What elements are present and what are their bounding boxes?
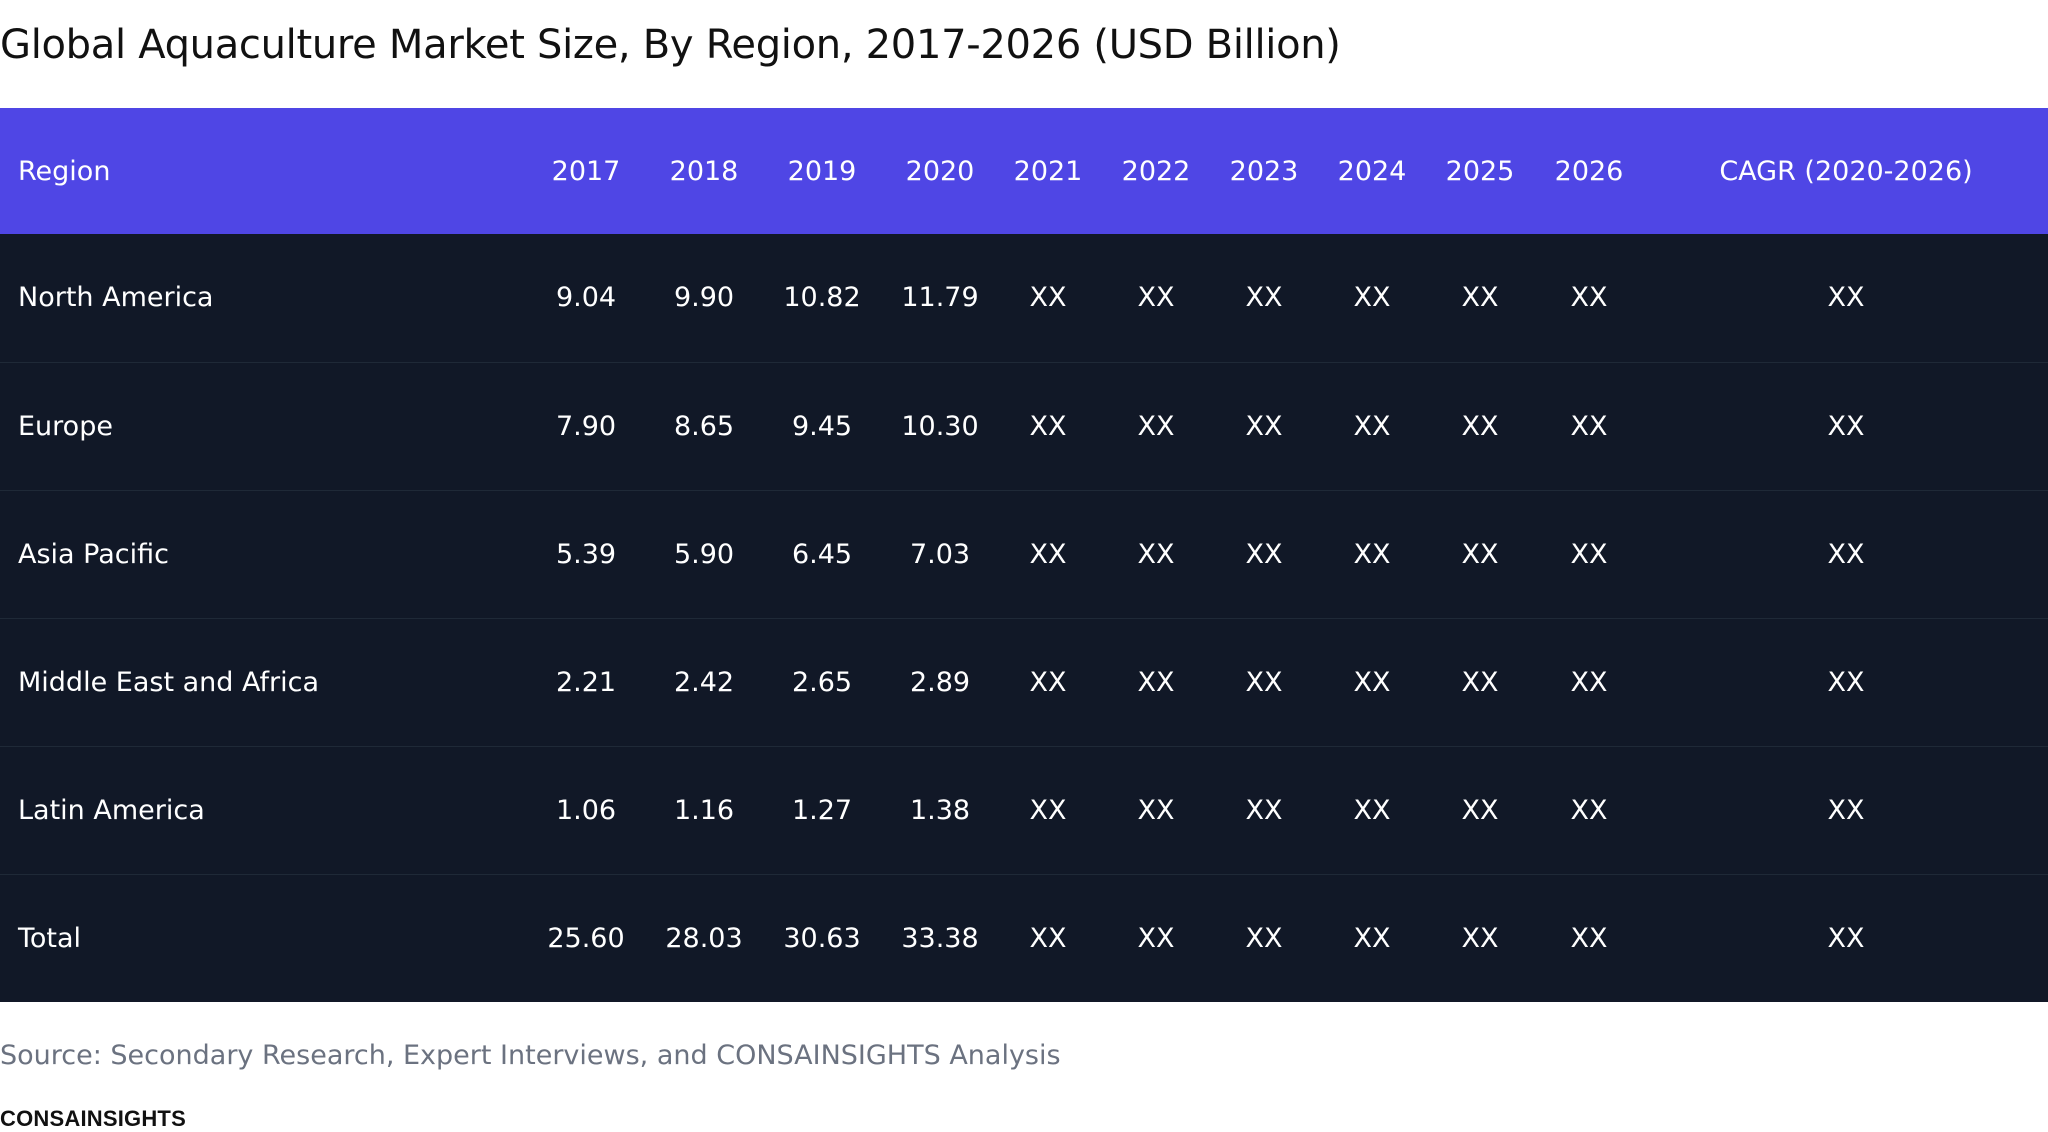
value-cell: 9.90 [673, 282, 735, 314]
value-cell: XX [1353, 538, 1391, 570]
value-cell: XX [1137, 666, 1175, 698]
value-cell: XX [1827, 666, 1865, 698]
value-cell: XX [1029, 922, 1067, 954]
region-label-cell: North America [18, 282, 214, 314]
value-cell: 28.03 [665, 922, 743, 954]
value-cell: XX [1827, 410, 1865, 442]
value-cell: XX [1461, 538, 1499, 570]
value-cell: XX [1137, 410, 1175, 442]
value-cell: XX [1353, 282, 1391, 314]
region-label-cell: Middle East and Africa [18, 666, 319, 698]
value-cell: XX [1570, 410, 1608, 442]
value-cell: XX [1827, 538, 1865, 570]
column-header: 2026 [1554, 155, 1624, 187]
value-cell: 1.16 [673, 794, 735, 826]
value-cell: 1.38 [909, 794, 971, 826]
column-header: 2018 [669, 155, 739, 187]
column-header: 2025 [1445, 155, 1515, 187]
value-cell: 11.79 [901, 282, 979, 314]
value-cell: XX [1029, 410, 1067, 442]
market-size-table-container: Region 2017 2018 2019 2020 2021 2022 2023 2024 20… [0, 108, 2048, 1002]
value-cell: 2.42 [673, 666, 735, 698]
source-note: Source: Secondary Research, Expert Inter… [0, 1040, 1061, 1071]
column-header: CAGR (2020-2026) [1719, 155, 1973, 187]
column-header: 2019 [787, 155, 857, 187]
column-header: 2022 [1121, 155, 1191, 187]
value-cell: XX [1461, 666, 1499, 698]
value-cell: 9.45 [791, 410, 853, 442]
value-cell: 8.65 [673, 410, 735, 442]
value-cell: XX [1245, 538, 1283, 570]
value-cell: XX [1353, 794, 1391, 826]
region-label-cell: Asia Pacific [18, 538, 169, 570]
value-cell: XX [1245, 410, 1283, 442]
column-header: 2020 [905, 155, 975, 187]
value-cell: XX [1461, 410, 1499, 442]
table-row: North America 9.04 9.90 10.82 11.79 XX XX XX XX X… [0, 234, 2048, 362]
value-cell: XX [1245, 666, 1283, 698]
region-label-cell: Europe [18, 410, 113, 442]
value-cell: XX [1570, 666, 1608, 698]
value-cell: 10.30 [901, 410, 979, 442]
value-cell: XX [1461, 922, 1499, 954]
value-cell: 10.82 [783, 282, 861, 314]
column-header: 2017 [551, 155, 621, 187]
value-cell: 1.27 [791, 794, 853, 826]
value-cell: 7.03 [909, 538, 971, 570]
value-cell: 9.04 [555, 282, 617, 314]
value-cell: XX [1570, 922, 1608, 954]
value-cell: XX [1245, 922, 1283, 954]
value-cell: XX [1461, 794, 1499, 826]
value-cell: 6.45 [791, 538, 853, 570]
column-header: 2023 [1229, 155, 1299, 187]
value-cell: 33.38 [901, 922, 979, 954]
value-cell: 7.90 [555, 410, 617, 442]
value-cell: XX [1570, 538, 1608, 570]
value-cell: XX [1137, 794, 1175, 826]
column-header-region: Region [18, 155, 111, 187]
table-row: Europe 7.90 8.65 9.45 10.30 XX XX XX XX XX XX XX [0, 362, 2048, 490]
region-label-cell: Latin America [18, 794, 205, 826]
value-cell: XX [1029, 794, 1067, 826]
value-cell: XX [1353, 410, 1391, 442]
value-cell: XX [1827, 282, 1865, 314]
value-cell: XX [1827, 922, 1865, 954]
value-cell: 5.90 [673, 538, 735, 570]
table-body: North America 9.04 9.90 10.82 11.79 XX XX XX XX X… [0, 234, 2048, 1002]
value-cell: XX [1353, 666, 1391, 698]
value-cell: XX [1570, 794, 1608, 826]
value-cell: 2.21 [555, 666, 617, 698]
table-row: Latin America 1.06 1.16 1.27 1.38 XX XX XX XX XX X… [0, 746, 2048, 874]
value-cell: XX [1461, 282, 1499, 314]
table-row: Middle East and Africa 2.21 2.42 2.65 2.89 XX… [0, 618, 2048, 746]
value-cell: XX [1029, 538, 1067, 570]
table-header-row: Region 2017 2018 2019 2020 2021 2022 2023 2024 20… [0, 108, 2048, 234]
brand-logo-text: CONSAINSIGHTS [0, 1106, 186, 1131]
table-row: Total 25.60 28.03 30.63 33.38 XX XX XX XX XX XX XX [0, 874, 2048, 1002]
value-cell: 30.63 [783, 922, 861, 954]
value-cell: XX [1137, 282, 1175, 314]
column-header: 2024 [1337, 155, 1407, 187]
value-cell: XX [1137, 922, 1175, 954]
value-cell: XX [1137, 538, 1175, 570]
value-cell: XX [1245, 794, 1283, 826]
value-cell: 2.65 [791, 666, 853, 698]
value-cell: 5.39 [555, 538, 617, 570]
value-cell: XX [1353, 922, 1391, 954]
chart-title: Global Aquaculture Market Size, By Regio… [0, 22, 1341, 68]
value-cell: XX [1827, 794, 1865, 826]
table-row: Asia Pacific 5.39 5.90 6.45 7.03 XX XX XX XX XX XX… [0, 490, 2048, 618]
value-cell: XX [1029, 666, 1067, 698]
value-cell: XX [1570, 282, 1608, 314]
value-cell: 1.06 [555, 794, 617, 826]
market-size-table: Region 2017 2018 2019 2020 2021 2022 2023 2024 20… [0, 108, 2048, 1002]
column-header: 2021 [1013, 155, 1083, 187]
value-cell: XX [1245, 282, 1283, 314]
region-label-cell: Total [18, 922, 82, 954]
value-cell: 25.60 [547, 922, 625, 954]
value-cell: XX [1029, 282, 1067, 314]
value-cell: 2.89 [909, 666, 971, 698]
